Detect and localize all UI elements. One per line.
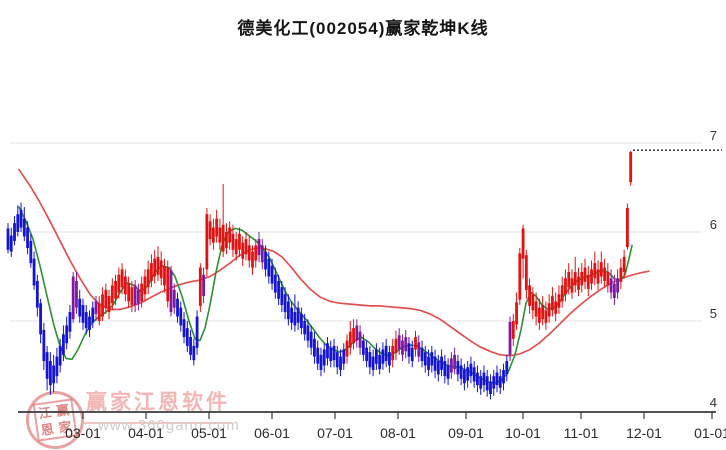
page-title: 德美化工(002054)赢家乾坤K线 (237, 19, 489, 38)
svg-text:08-01: 08-01 (380, 425, 416, 441)
watermark-url-text: www.360gann.com (98, 417, 240, 434)
svg-text:10-01: 10-01 (505, 425, 541, 441)
watermark-underline (84, 422, 232, 424)
svg-text:5: 5 (710, 306, 717, 321)
svg-text:06-01: 06-01 (254, 425, 290, 441)
svg-text:01-01: 01-01 (694, 425, 726, 441)
svg-text:7: 7 (710, 128, 717, 143)
svg-text:07-01: 07-01 (317, 425, 353, 441)
svg-text:6: 6 (710, 217, 717, 232)
svg-text:03-01: 03-01 (65, 425, 101, 441)
svg-text:11-01: 11-01 (564, 425, 599, 441)
watermark-brand-text: 赢家江恩软件 (86, 391, 230, 414)
svg-text:09-01: 09-01 (448, 425, 484, 441)
svg-text:04-01: 04-01 (128, 425, 164, 441)
svg-text:05-01: 05-01 (191, 425, 227, 441)
svg-text:4: 4 (710, 395, 717, 410)
svg-text:12-01: 12-01 (626, 425, 662, 441)
